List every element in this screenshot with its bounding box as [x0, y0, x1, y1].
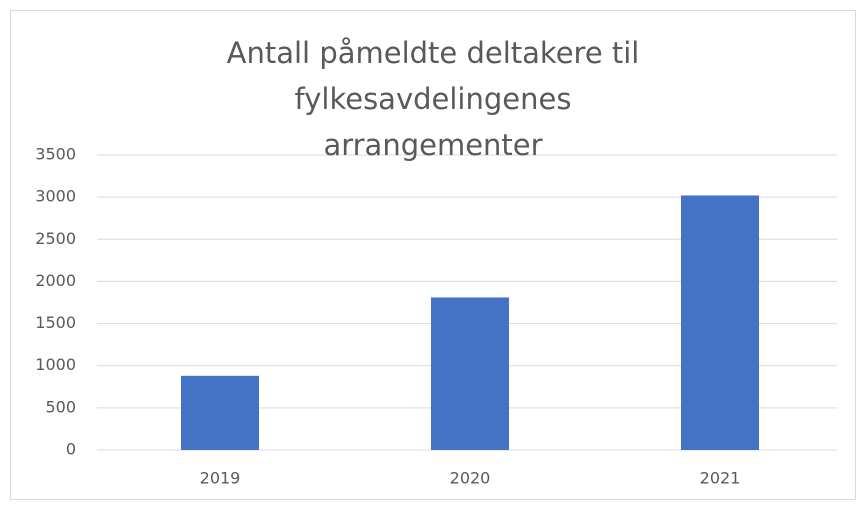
y-tick-label: 500: [45, 397, 76, 416]
bar: [431, 297, 509, 450]
y-tick-label: 2000: [35, 271, 76, 290]
y-tick-label: 1000: [35, 355, 76, 374]
y-tick-label: 0: [66, 440, 76, 459]
bar: [681, 195, 759, 450]
y-tick-label: 1500: [35, 313, 76, 332]
y-tick-label: 3000: [35, 187, 76, 206]
x-tick-label: 2020: [450, 469, 491, 488]
chart-title: Antall påmeldte deltakere til fylkesavde…: [226, 36, 640, 162]
y-tick-label: 2500: [35, 229, 76, 248]
x-tick-label: 2021: [700, 469, 741, 488]
y-tick-label: 3500: [35, 145, 76, 164]
x-tick-label: 2019: [200, 469, 241, 488]
bar: [181, 375, 259, 450]
